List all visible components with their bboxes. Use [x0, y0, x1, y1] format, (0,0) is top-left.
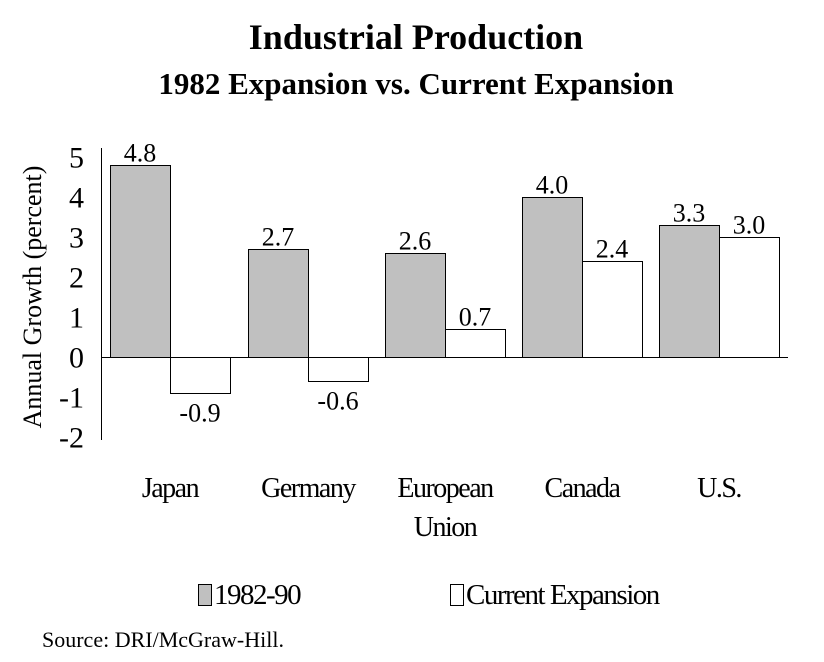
- bar-1982-90: [110, 165, 171, 358]
- data-label: 0.7: [459, 303, 492, 332]
- chart-title: Industrial Production: [249, 17, 583, 57]
- bar-current-expansion: [170, 357, 231, 394]
- bars: [110, 165, 780, 394]
- y-tick-label: 2: [69, 262, 84, 295]
- data-label: -0.6: [317, 387, 358, 416]
- y-tick-label: 4: [69, 182, 84, 215]
- x-tick-label: Japan: [142, 473, 200, 504]
- data-label: 4.0: [536, 171, 569, 200]
- bar-1982-90: [522, 197, 583, 358]
- x-tick-label: Canada: [545, 473, 622, 504]
- bar-current-expansion: [719, 237, 780, 358]
- y-tick-label: 3: [69, 222, 84, 255]
- data-label: 4.8: [124, 139, 157, 168]
- data-label: 3.3: [673, 199, 706, 228]
- y-tick-label: -1: [59, 382, 84, 415]
- bar-1982-90: [385, 253, 446, 358]
- x-tick-label: European: [397, 473, 494, 504]
- bar-current-expansion: [445, 329, 506, 358]
- legend-swatch: [198, 584, 212, 606]
- bar-1982-90: [659, 225, 720, 358]
- x-tick-label: U.S.: [697, 473, 741, 504]
- data-label: 2.4: [596, 235, 629, 264]
- y-tick-label: -2: [59, 422, 84, 455]
- x-tick-labels: Japan Germany European Union Canada U.S.: [142, 473, 743, 543]
- legend-swatch: [450, 584, 464, 606]
- y-axis-label: Annual Growth (percent): [18, 166, 47, 429]
- data-label: 3.0: [733, 211, 766, 240]
- x-tick-label: Union: [414, 512, 478, 543]
- chart-subtitle: 1982 Expansion vs. Current Expansion: [158, 66, 673, 101]
- legend-label: 1982-90: [214, 579, 301, 611]
- source-note: Source: DRI/McGraw-Hill.: [42, 627, 284, 652]
- bar-current-expansion: [582, 261, 643, 358]
- legend-label: Current Expansion: [466, 579, 661, 611]
- data-label: 2.6: [399, 227, 432, 256]
- x-tick-label: Germany: [261, 473, 356, 504]
- bar-current-expansion: [308, 357, 369, 382]
- y-tick-label: 5: [69, 142, 84, 175]
- bar-1982-90: [248, 249, 309, 358]
- y-tick-label: 1: [69, 302, 84, 335]
- y-ticks: 5 4 3 2 1 0 -1 -2: [59, 142, 84, 455]
- legend: 1982-90 Current Expansion: [198, 579, 662, 611]
- y-tick-label: 0: [69, 342, 84, 375]
- data-label: 2.7: [262, 223, 295, 252]
- data-label: -0.9: [179, 399, 220, 428]
- data-labels: 4.8 -0.9 2.7 -0.6 2.6 0.7 4.0 2.4 3.3 3.0: [124, 139, 766, 428]
